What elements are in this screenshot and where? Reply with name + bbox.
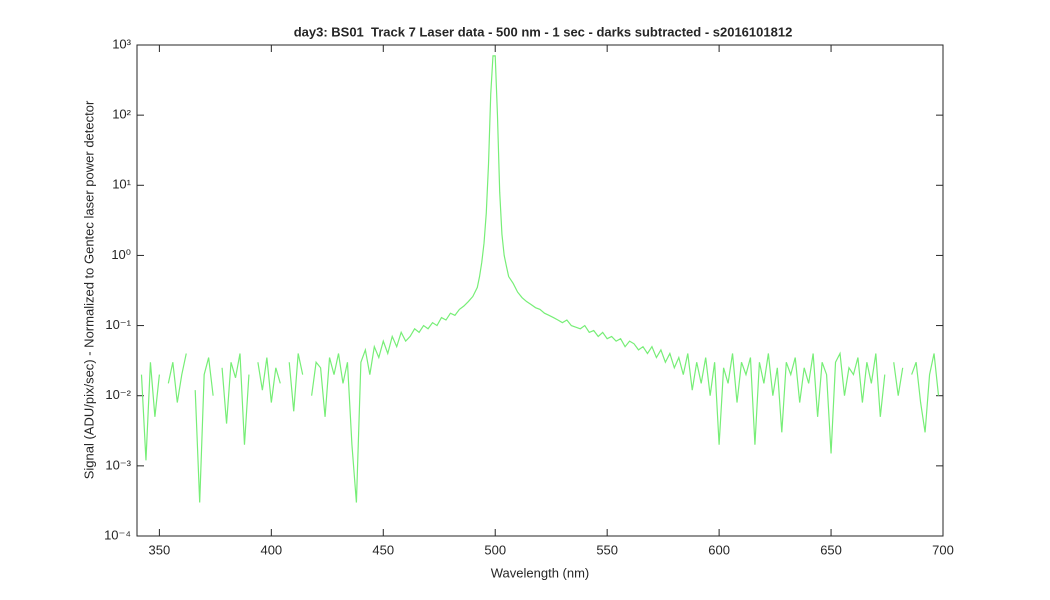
x-tick-label: 550 [596, 542, 618, 557]
data-line [257, 357, 281, 403]
y-tick-label: 10⁻¹ [105, 317, 131, 332]
y-axis-label: Signal (ADU/pix/sec) - Normalized to Gen… [81, 100, 96, 479]
x-tick-label: 700 [932, 542, 954, 557]
x-tick-label: 600 [708, 542, 730, 557]
data-line [893, 362, 904, 396]
x-tick-label: 450 [372, 542, 394, 557]
x-tick-label: 400 [260, 542, 282, 557]
x-tick-label: 650 [820, 542, 842, 557]
y-tick-label: 10⁻³ [105, 457, 131, 472]
data-line [911, 353, 940, 433]
data-line [221, 353, 250, 445]
data-line [167, 353, 187, 403]
plot-frame [136, 44, 944, 537]
data-line [288, 353, 304, 412]
data-line [311, 55, 886, 503]
y-tick-label: 10¹ [112, 177, 131, 192]
y-tick-label: 10² [112, 107, 131, 122]
y-tick-label: 10³ [112, 36, 131, 51]
y-tick-label: 10⁻⁴ [104, 527, 131, 542]
data-line [194, 357, 214, 503]
x-axis-label: Wavelength (nm) [491, 565, 590, 580]
x-tick-label: 350 [149, 542, 171, 557]
data-line [140, 362, 160, 461]
y-tick-label: 10⁻² [105, 387, 131, 402]
x-tick-label: 500 [484, 542, 506, 557]
y-tick-label: 10⁰ [111, 247, 131, 262]
chart-title: day3: BS01 Track 7 Laser data - 500 nm -… [294, 24, 793, 39]
